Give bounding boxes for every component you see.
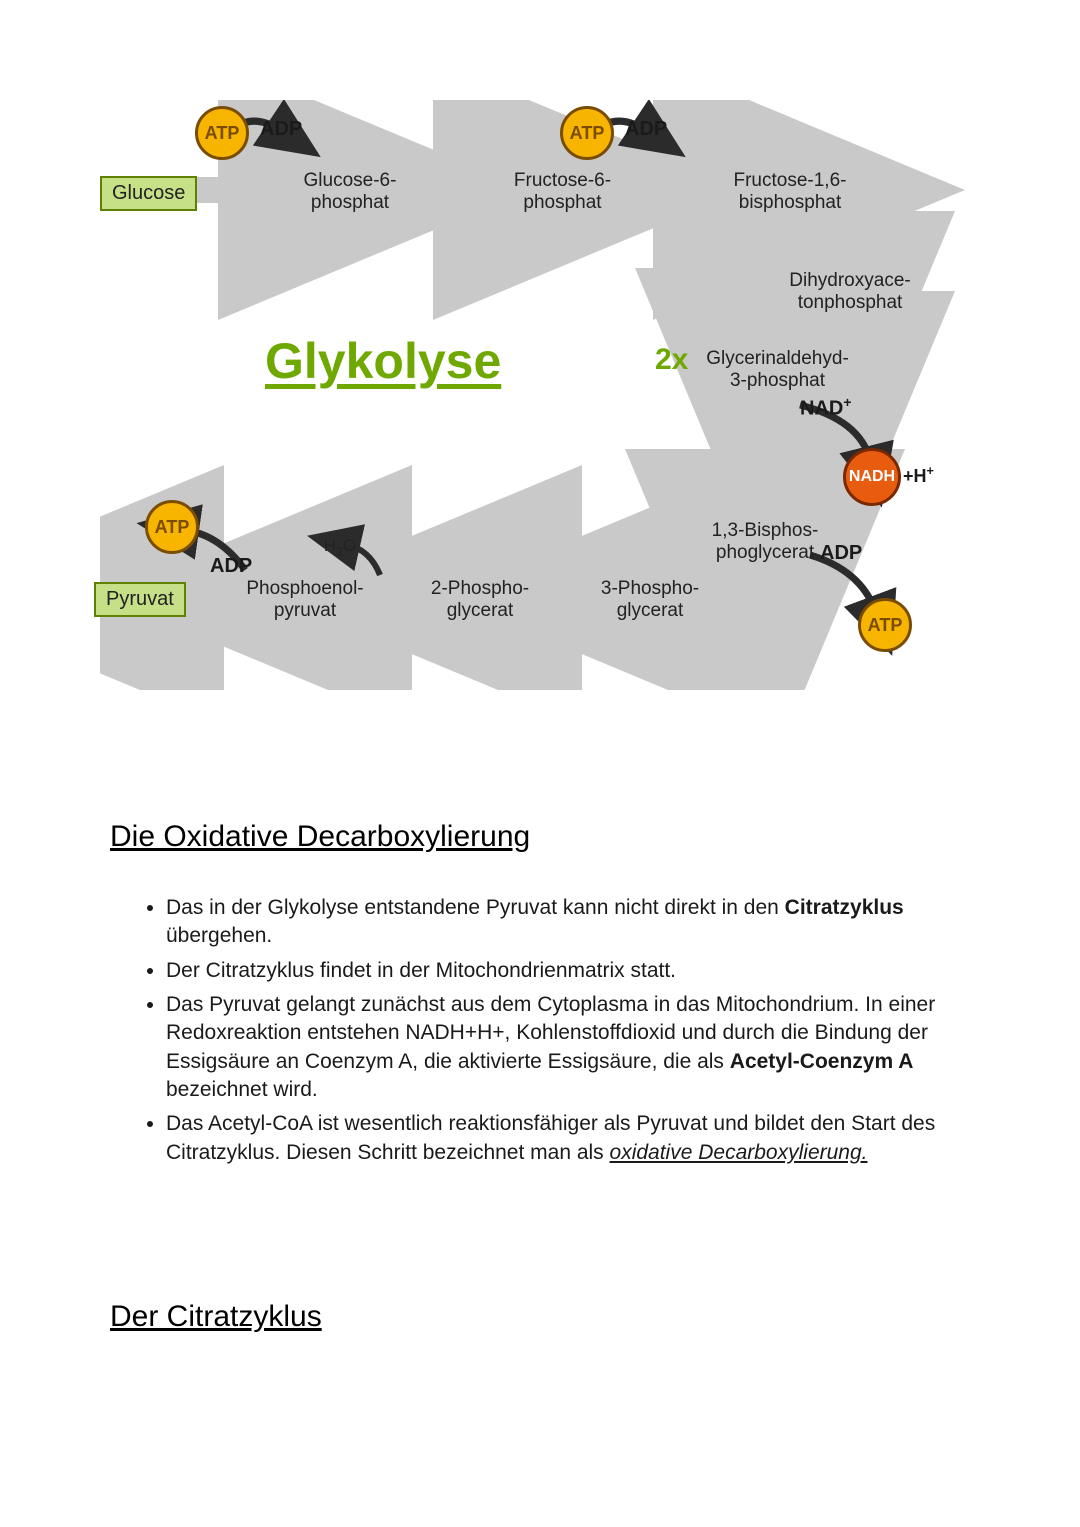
adp-label-2: ADP (625, 118, 667, 141)
bullet-4: Das Acetyl-CoA ist wesentlich reaktionsf… (166, 1110, 950, 1167)
atp-circle-4: ATP (145, 500, 199, 554)
adp-label-1: ADP (260, 118, 302, 141)
atp-circle-2: ATP (560, 106, 614, 160)
bullet-1: Das in der Glykolyse entstandene Pyruvat… (166, 894, 950, 951)
pg2-label: 2-Phospho-glycerat (425, 578, 535, 622)
gap-label: Glycerinaldehyd-3-phosphat (695, 348, 860, 392)
pep-label: Phosphoenol-pyruvat (240, 578, 370, 622)
dhap-label: Dihydroxyace-tonphosphat (780, 270, 920, 314)
nadh-circle: NADH (843, 448, 901, 506)
atp-circle-3: ATP (858, 598, 912, 652)
glucose-box: Glucose (100, 176, 197, 211)
glykolyse-title: Glykolyse (265, 332, 501, 390)
adp-label-4: ADP (210, 555, 252, 578)
bullet-2: Der Citratzyklus findet in der Mitochond… (166, 957, 950, 985)
h2o-label: H2O (315, 536, 365, 559)
nadplus-label: NAD+ (800, 394, 852, 421)
2x-label: 2x (655, 343, 688, 377)
adp-label-3: ADP (820, 542, 862, 565)
bullet-3: Das Pyruvat gelangt zunächst aus dem Cyt… (166, 991, 950, 1104)
f16bp-label: Fructose-1,6-bisphosphat (725, 170, 855, 214)
section-citrat: Der Citratzyklus (110, 1300, 950, 1374)
hplus-label: +H+ (903, 464, 934, 487)
heading-citrat: Der Citratzyklus (110, 1300, 950, 1334)
g6p-label: Glucose-6-phosphat (295, 170, 405, 214)
glycolysis-diagram: Glucose ATP ADP Glucose-6-phosphat Fruct… (100, 100, 980, 690)
bpg-label: 1,3-Bisphos-phoglycerat (700, 520, 830, 564)
heading-oxidative: Die Oxidative Decarboxylierung (110, 820, 950, 854)
section-oxidative: Die Oxidative Decarboxylierung Das in de… (110, 820, 950, 1173)
f6p-label: Fructose-6-phosphat (505, 170, 620, 214)
pyruvat-box: Pyruvat (94, 582, 186, 617)
atp-circle-1: ATP (195, 106, 249, 160)
pg3-label: 3-Phospho-glycerat (595, 578, 705, 622)
bullet-list-1: Das in der Glykolyse entstandene Pyruvat… (110, 894, 950, 1167)
